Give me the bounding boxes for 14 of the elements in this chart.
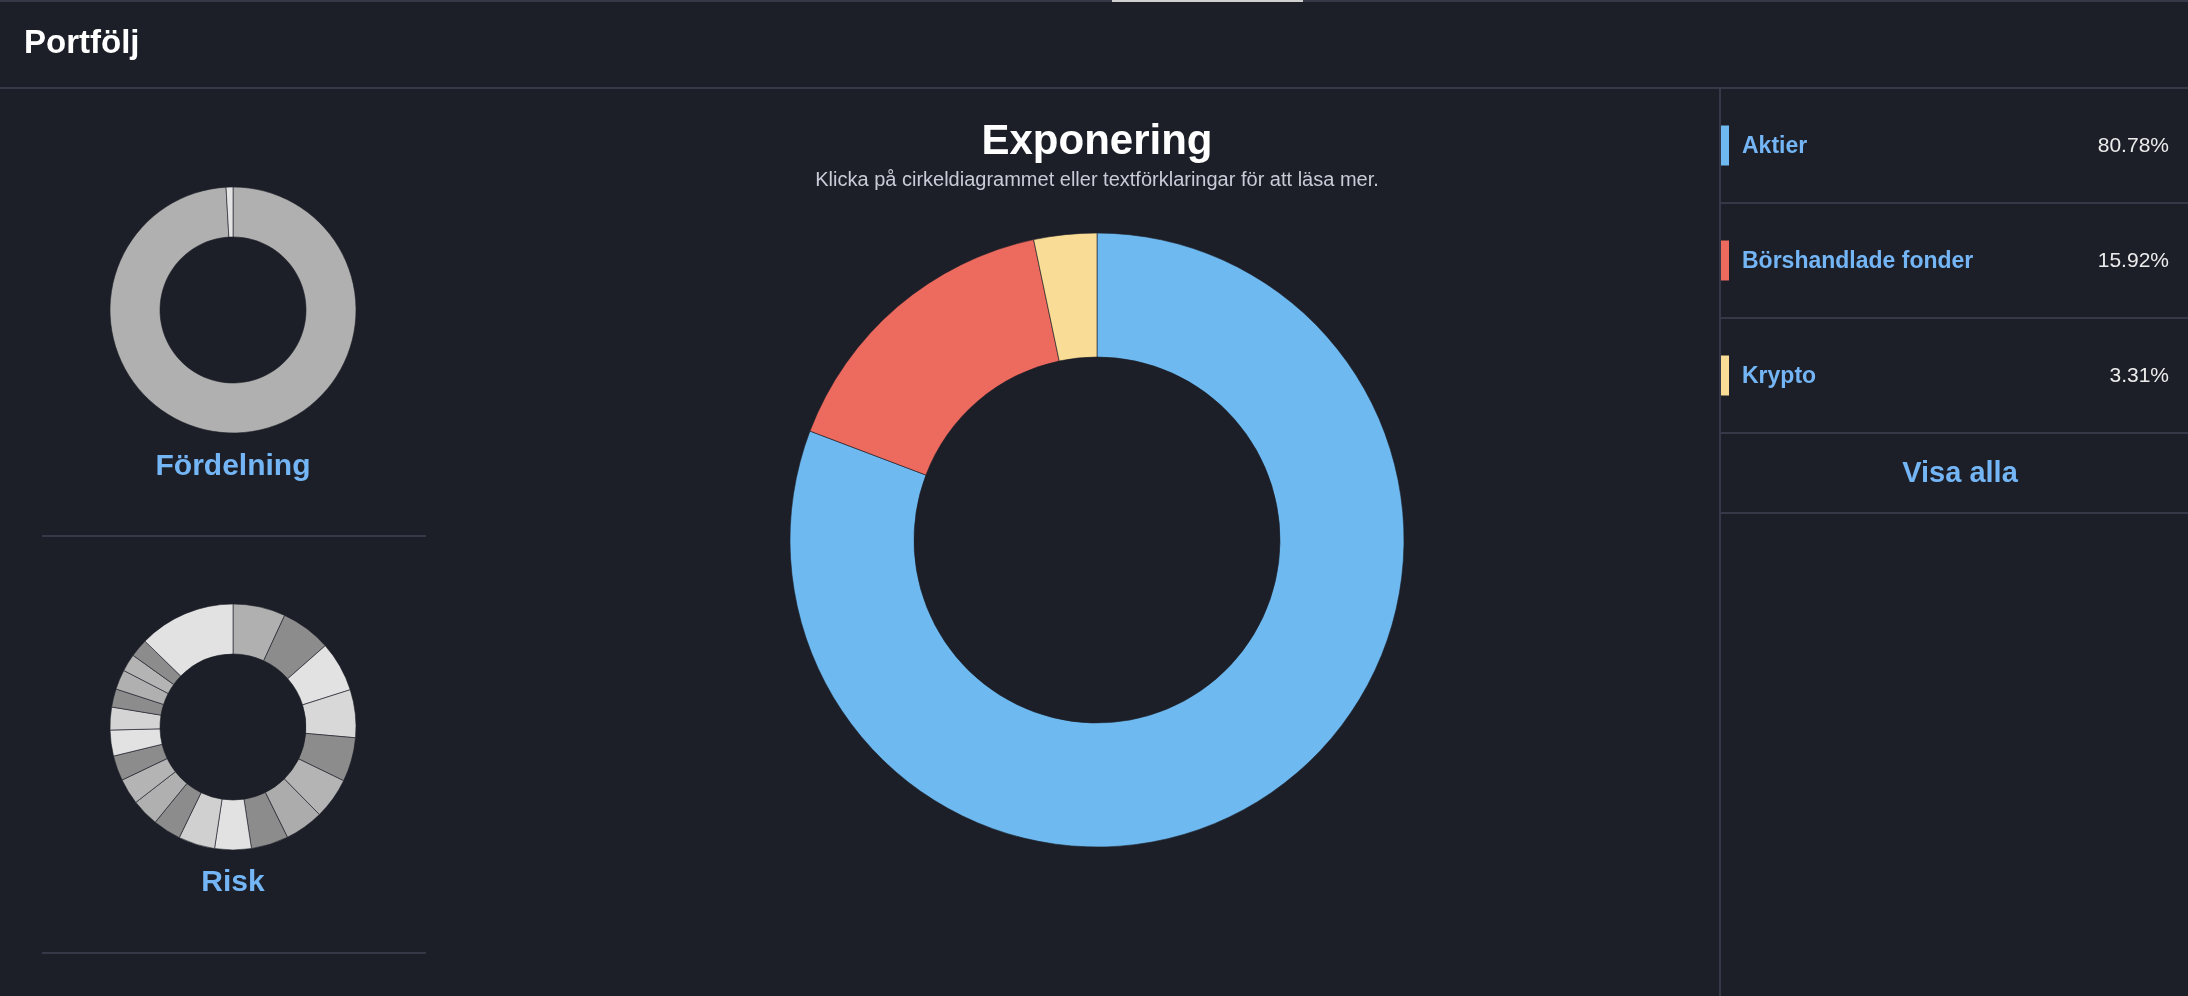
text: Klicka på cirkeldiagrammet eller textförklaringar för att läsa mer.	[815, 168, 1379, 190]
legend-label: Aktier	[1742, 131, 1808, 158]
text: Portfölj	[24, 23, 140, 60]
donut-slice	[109, 186, 357, 434]
data-label: 15.92%	[2097, 247, 2169, 271]
data-label: 80.78%	[2097, 132, 2169, 156]
legend-label: Börshandlade fonder	[1742, 246, 1974, 273]
data-label: 3.31%	[2109, 362, 2169, 386]
donut-slice	[789, 232, 1404, 848]
chart-title: Exponering	[981, 116, 1213, 163]
text: Fördelning	[155, 448, 311, 481]
legend-label: Krypto	[1742, 361, 1817, 388]
text: Risk	[201, 864, 265, 897]
text: Visa alla	[1902, 456, 2019, 488]
